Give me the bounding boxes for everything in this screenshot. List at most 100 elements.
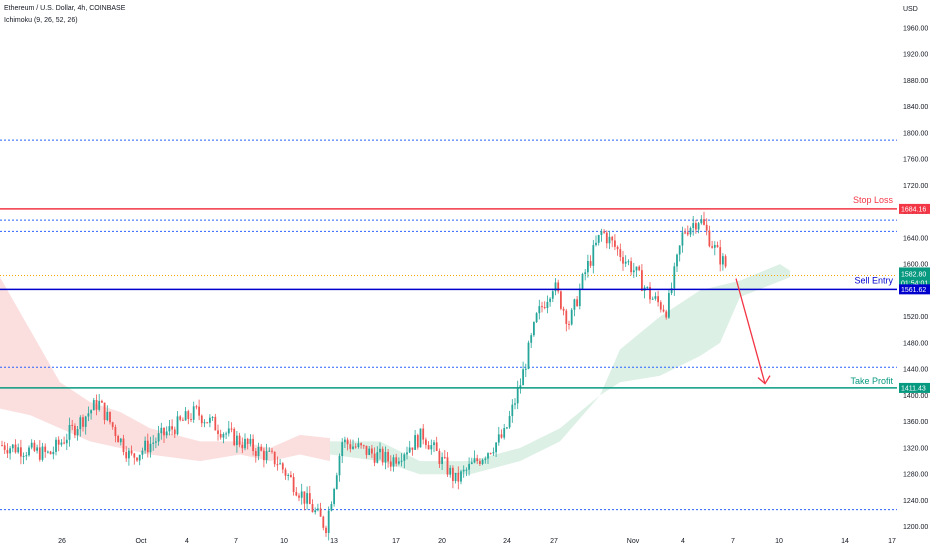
candle-body (470, 462, 473, 464)
candle-body (30, 442, 33, 448)
candle-body (651, 298, 654, 300)
candle-body (608, 236, 611, 244)
candle-body (630, 261, 632, 273)
candle-body (573, 299, 576, 310)
candle-body (686, 232, 689, 235)
candle-body (322, 516, 325, 528)
candle-body (265, 451, 268, 461)
candle-body (438, 451, 441, 464)
sell-entry-price-tag: 1561.62 (901, 287, 926, 294)
candle-body (338, 456, 341, 476)
candle-body (182, 419, 184, 421)
candle-body (384, 451, 387, 463)
candle-body (508, 416, 511, 428)
x-tick-label: 26 (58, 538, 66, 545)
y-tick-label: 1200.00 (903, 524, 928, 531)
candle-body (276, 464, 279, 466)
candle-body (659, 302, 662, 310)
candle-body (422, 428, 425, 440)
candle-body (217, 430, 219, 434)
y-tick-label: 1800.00 (903, 130, 928, 137)
candle-body (292, 477, 295, 492)
candlesticks (1, 211, 727, 541)
candle-body (227, 428, 230, 434)
indicator-legend[interactable]: Ichimoku (9, 26, 52, 26) (4, 17, 78, 24)
candle-body (36, 447, 38, 451)
candle-body (103, 402, 106, 421)
candle-body (624, 261, 627, 264)
candle-body (14, 444, 17, 453)
x-tick-label: 27 (550, 538, 558, 545)
candle-body (303, 491, 306, 504)
candle-body (619, 249, 622, 258)
candle-body (325, 527, 327, 533)
candle-body (230, 428, 233, 430)
candle-body (492, 452, 495, 454)
candle-body (703, 219, 705, 225)
candle-body (222, 434, 225, 438)
candle-body (516, 387, 519, 404)
candle-body (149, 443, 152, 453)
candle-body (300, 491, 303, 498)
candle-body (673, 266, 676, 289)
candle-body (597, 234, 600, 243)
candle-body (433, 442, 435, 446)
candle-body (511, 404, 514, 417)
candle-body (554, 282, 557, 292)
candle-body (468, 463, 470, 470)
y-tick-label: 1360.00 (903, 419, 928, 426)
candle-body (646, 287, 649, 289)
y-tick-label: 1240.00 (903, 498, 928, 505)
candle-body (535, 313, 538, 323)
projection-arrow (735, 278, 771, 385)
candle-body (122, 438, 125, 453)
candle-body (184, 411, 187, 421)
candle-body (17, 447, 20, 453)
candle-body (705, 224, 708, 231)
candle-body (427, 445, 430, 450)
candle-body (357, 443, 360, 447)
candle-body (373, 453, 376, 463)
x-tick-label: 7 (234, 538, 238, 545)
candle-body (84, 416, 87, 427)
x-tick-label: 17 (392, 538, 400, 545)
candle-body (600, 231, 603, 235)
stop-loss-price-tag-bg (899, 203, 930, 214)
candle-body (74, 425, 76, 436)
candle-body (465, 469, 468, 471)
candle-body (263, 450, 265, 461)
candle-body (616, 246, 619, 250)
candle-body (665, 311, 668, 318)
candle-body (697, 223, 700, 230)
candle-body (98, 400, 101, 410)
x-tick-label: Oct (136, 538, 147, 545)
candle-body (114, 427, 117, 437)
candle-body (381, 448, 384, 463)
candle-body (22, 455, 25, 457)
candle-body (641, 270, 643, 291)
candle-body (233, 428, 236, 446)
candle-body (141, 450, 144, 455)
x-tick-label: 17 (888, 538, 896, 545)
candle-body (638, 266, 641, 271)
candle-body (33, 442, 36, 451)
y-tick-label: 1400.00 (903, 393, 928, 400)
candle-body (308, 493, 311, 505)
candle-body (549, 298, 551, 302)
candle-body (268, 450, 271, 452)
candle-body (371, 448, 373, 454)
candle-body (538, 306, 541, 314)
candle-body (376, 452, 379, 463)
take-profit-price-tag: 1411.43 (901, 385, 926, 392)
x-tick-label: 24 (503, 538, 511, 545)
candle-body (257, 446, 260, 457)
candle-body (476, 458, 479, 462)
x-tick-label: 4 (185, 538, 189, 545)
candle-body (479, 461, 481, 465)
candle-body (392, 457, 395, 467)
candle-body (462, 469, 465, 472)
candle-body (557, 282, 560, 292)
candle-body (398, 461, 400, 464)
candle-body (254, 451, 257, 457)
